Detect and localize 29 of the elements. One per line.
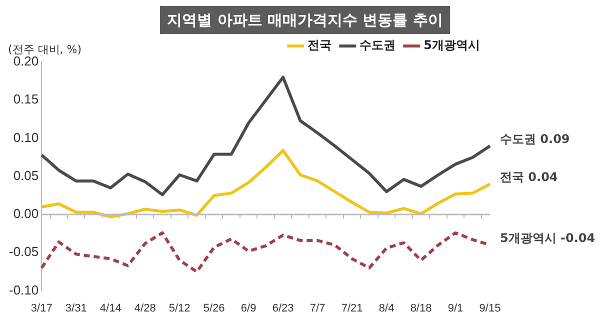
y-axis-title: (전주 대비, %) (8, 42, 82, 56)
chart-title: 지역별 아파트 매매가격지수 변동률 추이 (160, 6, 450, 34)
y-tick-label: -0.10 (8, 282, 39, 298)
legend-label: 5개광역시 (424, 38, 480, 52)
x-tick-label: 8/18 (410, 302, 432, 314)
annotation: 수도권 0.09 (500, 132, 570, 146)
annotation: 5개광역시 -0.04 (500, 231, 596, 246)
x-tick-label: 9/15 (479, 302, 501, 314)
legend-label: 전국 (308, 38, 332, 52)
y-tick-label: 0.15 (13, 92, 39, 107)
x-tick-label: 5/12 (168, 302, 190, 314)
x-tick-label: 6/23 (272, 302, 294, 314)
x-tick-label: 5/26 (203, 302, 225, 314)
y-tick-label: 0.05 (13, 168, 39, 183)
x-tick-label: 3/17 (30, 302, 52, 314)
x-tick-label: 9/1 (448, 302, 464, 314)
x-tick-label: 4/28 (134, 302, 156, 314)
x-tick-label: 7/7 (310, 302, 326, 314)
y-tick-label: 0.20 (13, 54, 39, 69)
y-tick-label: 0.10 (13, 130, 39, 145)
legend-label: 수도권 (360, 38, 396, 52)
x-tick-label: 7/21 (341, 302, 363, 314)
y-tick-label: 0.00 (13, 206, 39, 222)
x-tick-label: 8/4 (378, 302, 394, 314)
x-tick-label: 3/31 (65, 302, 87, 314)
y-tick-label: -0.05 (8, 244, 39, 260)
annotation: 전국 0.04 (500, 170, 558, 184)
x-tick-label: 6/9 (240, 302, 256, 314)
x-tick-label: 4/14 (100, 302, 122, 314)
